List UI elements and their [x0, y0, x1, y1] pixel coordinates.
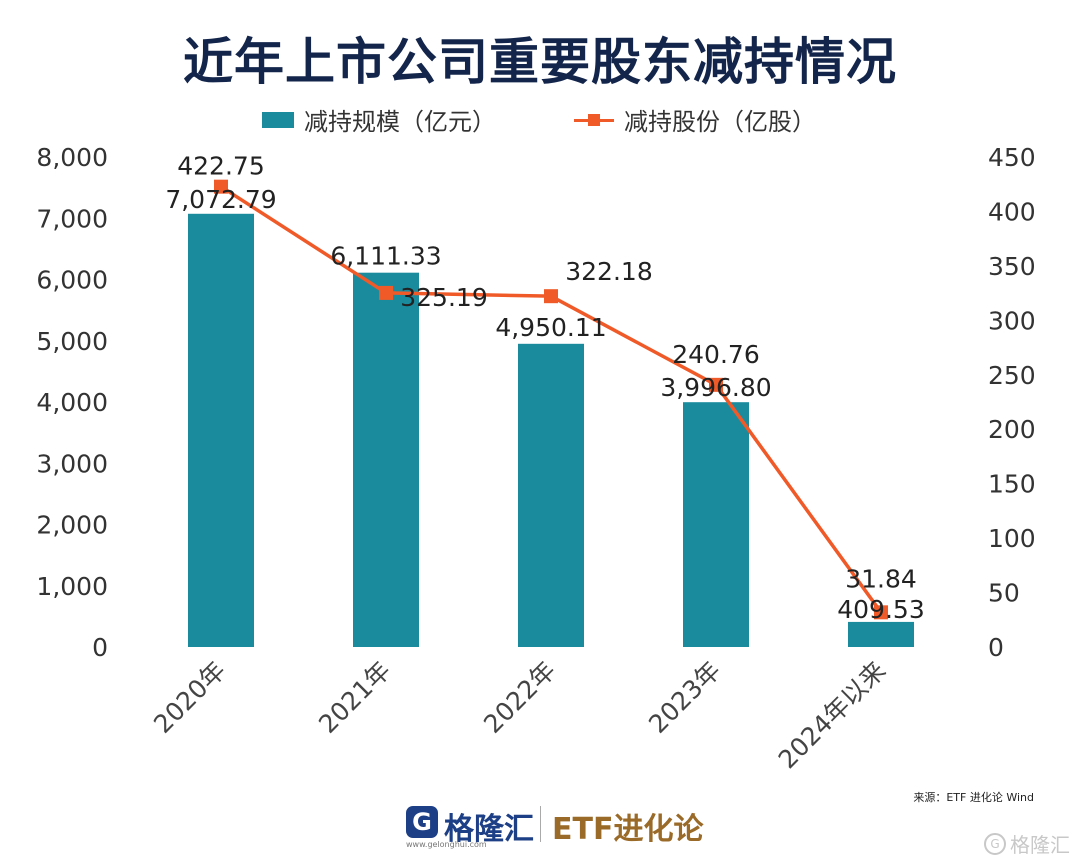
line-marker: [379, 285, 393, 300]
y-right-tick-label: 100: [988, 524, 1036, 553]
y-left-tick-label: 1,000: [36, 572, 108, 601]
logo-url: www.gelonghui.com: [406, 840, 487, 849]
line-marker: [214, 179, 228, 194]
watermark-icon: G: [984, 832, 1006, 855]
bar-data-label: 3,996.80: [660, 373, 771, 402]
y-left-tick-label: 0: [92, 633, 108, 662]
y-right-tick-label: 300: [988, 306, 1036, 335]
line-data-label: 322.18: [565, 257, 652, 286]
bar-data-label: 4,950.11: [495, 313, 606, 342]
y-left-tick-label: 4,000: [36, 388, 108, 417]
y-right-tick-label: 0: [988, 633, 1004, 662]
y-left-tick-label: 8,000: [36, 143, 108, 172]
y-right-tick-label: 50: [988, 579, 1020, 608]
bar: [188, 213, 254, 647]
y-right-tick-label: 350: [988, 252, 1036, 281]
y-left-tick-label: 5,000: [36, 327, 108, 356]
x-tick-label: 2023年: [643, 656, 726, 739]
y-left-tick-label: 3,000: [36, 449, 108, 478]
y-left-tick-label: 7,000: [36, 204, 108, 233]
gelonghui-logo-icon: G: [406, 806, 438, 838]
y-right-tick-label: 400: [988, 197, 1036, 226]
logo-name: 格隆汇: [444, 812, 534, 847]
y-right-tick-label: 150: [988, 470, 1036, 499]
legend-item-line: 减持股份（亿股）: [574, 102, 816, 137]
line-marker: [544, 289, 558, 304]
x-tick-label: 2022年: [478, 656, 561, 739]
bar: [683, 402, 749, 647]
bar: [353, 272, 419, 647]
bar-data-label: 6,111.33: [330, 242, 441, 271]
footer-divider: [540, 806, 541, 842]
watermark-text: 格隆汇: [1010, 833, 1070, 857]
line-data-label: 31.84: [845, 564, 917, 593]
legend-item-bar: 减持规模（亿元）: [262, 102, 496, 137]
line-data-label: 422.75: [177, 152, 264, 181]
bar: [848, 621, 914, 647]
y-right-tick-label: 200: [988, 415, 1036, 444]
chart-title: 近年上市公司重要股东减持情况: [183, 33, 897, 91]
combo-chart: 0 1,000 2,000 3,000 4,000 5,000 6,000 7,000 8,00…: [36, 143, 1036, 775]
x-tick-label: 2024年以来: [773, 656, 892, 775]
brand-name: ETF进化论: [552, 812, 704, 847]
x-tick-label: 2021年: [313, 656, 396, 739]
line-data-label: 240.76: [672, 340, 759, 369]
bar: [518, 343, 584, 647]
legend-label-line: 减持股份（亿股）: [624, 108, 816, 136]
y-right-tick-label: 450: [988, 143, 1036, 172]
bar-data-label: 7,072.79: [165, 185, 276, 214]
x-tick-label: 2020年: [148, 656, 231, 739]
line-data-label: 325.19: [400, 283, 487, 312]
legend: 减持规模（亿元） 减持股份（亿股）: [0, 102, 1080, 138]
legend-swatch-bar: [262, 111, 294, 128]
y-right-tick-label: 250: [988, 361, 1036, 390]
line-marker: [874, 605, 888, 620]
legend-label-bar: 减持规模（亿元）: [304, 108, 496, 136]
line-marker: [709, 377, 723, 392]
watermark: G 格隆汇: [984, 829, 1070, 858]
bar-data-label: 409.53: [837, 595, 924, 624]
footer: G 格隆汇 www.gelonghui.com ETF进化论: [0, 800, 1080, 860]
source-note: 来源：ETF 进化论 Wind: [913, 791, 1034, 804]
y-left-tick-label: 6,000: [36, 266, 108, 295]
y-left-tick-label: 2,000: [36, 511, 108, 540]
legend-swatch-line: [574, 112, 614, 128]
